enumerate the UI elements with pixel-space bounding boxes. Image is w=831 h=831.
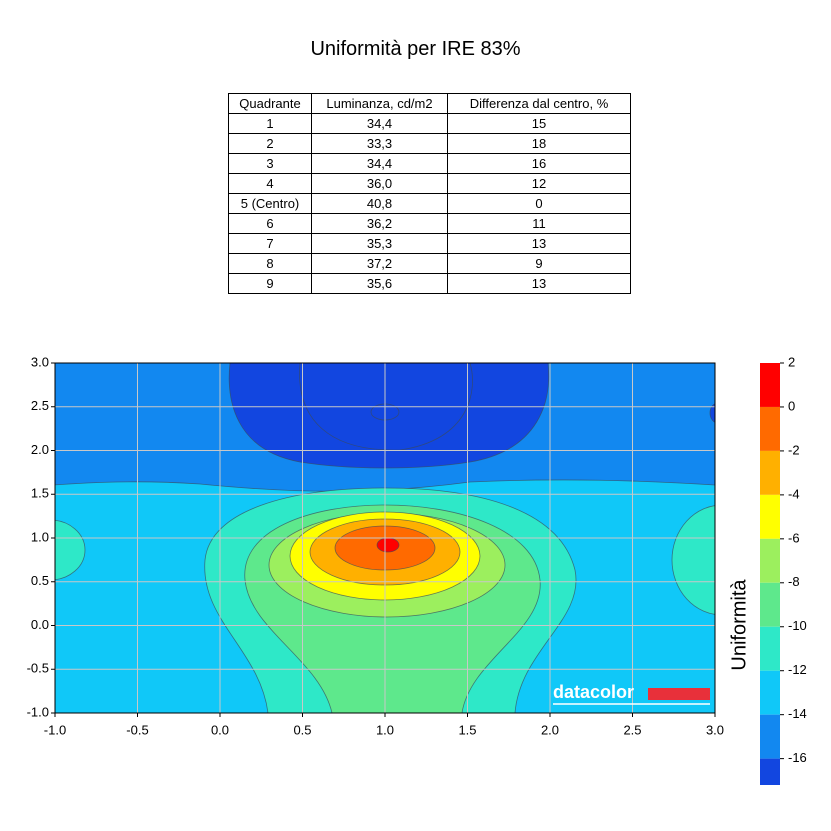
table-row: 6 36,2 11 [228, 213, 631, 234]
x-tick-label: -1.0 [44, 722, 66, 737]
x-tick-label: 2.5 [623, 722, 641, 737]
table-cell: 36,0 [311, 173, 448, 194]
title: Uniformità per IRE 83% [310, 38, 521, 60]
x-tick-label: 1.5 [458, 722, 476, 737]
colorbar-band [760, 758, 780, 785]
x-tick-label: 0.0 [211, 722, 229, 737]
x-tick-label: 1.0 [376, 722, 394, 737]
table-row: 5 (Centro) 40,8 0 [228, 193, 631, 214]
y-tick-label: 1.0 [31, 529, 49, 544]
table-row: 9 35,6 13 [228, 273, 631, 294]
table-cell: 5 (Centro) [228, 193, 312, 214]
colorbar-band [760, 626, 780, 671]
x-tick-label: -0.5 [126, 722, 148, 737]
colorbar-band [760, 363, 780, 407]
contour-region [709, 403, 715, 423]
colorbar-band [760, 406, 780, 451]
x-tick-label: 3.0 [706, 722, 724, 737]
colorbar-band [760, 450, 780, 495]
colorbar-tick-label: -10 [788, 618, 807, 633]
table-cell: 13 [447, 273, 631, 294]
colorbar-tick-label: -12 [788, 662, 807, 677]
colorbar-tick-label: -16 [788, 750, 807, 765]
table-cell: 12 [447, 173, 631, 194]
x-tick-label: 0.5 [293, 722, 311, 737]
table-row: 3 34,4 16 [228, 153, 631, 174]
y-tick-label: -0.5 [27, 661, 49, 676]
y-tick-label: 2.5 [31, 398, 49, 413]
colorbar-band [760, 714, 780, 759]
y-tick-label: -1.0 [27, 704, 49, 719]
logo: datacolor [553, 682, 634, 702]
y-tick-label: 0.5 [31, 573, 49, 588]
contour-region [671, 505, 715, 615]
colorbar-band [760, 582, 780, 627]
colorbar-band [760, 494, 780, 539]
colorbar-band [760, 538, 780, 583]
table-row: 2 33,3 18 [228, 133, 631, 154]
colorbar-tick-label: 0 [788, 398, 795, 413]
x-tick-label: 2.0 [541, 722, 559, 737]
contour-region [55, 519, 86, 581]
logo-bar [648, 688, 710, 700]
table-header-cell: Luminanza, cd/m2 [311, 93, 448, 114]
colorbar-label: Uniformità [728, 579, 750, 671]
colorbar-tick-label: -8 [788, 574, 800, 589]
table-header-cell: Quadrante [228, 93, 312, 114]
y-tick-label: 2.0 [31, 442, 49, 457]
table-header-row: Quadrante Luminanza, cd/m2 Differenza dal … [228, 93, 631, 114]
table-cell: 34,4 [311, 113, 448, 134]
y-tick-label: 0.0 [31, 617, 49, 632]
y-tick-label: 1.5 [31, 486, 49, 501]
table: Quadrante Luminanza, cd/m2 Differenza dal … [228, 93, 631, 294]
table-cell: 16 [447, 153, 631, 174]
contour-region [376, 537, 400, 553]
table-cell: 11 [447, 213, 631, 234]
colorbar-tick-label: 2 [788, 354, 795, 369]
y-tick-label: 3.0 [31, 354, 49, 369]
table-header-cell: Differenza dal centro, % [447, 93, 631, 114]
colorbar-band [760, 670, 780, 715]
colorbar-tick-label: -4 [788, 486, 800, 501]
colorbar-tick-label: -2 [788, 442, 800, 457]
colorbar-tick-label: -14 [788, 706, 807, 721]
colorbar-tick-label: -6 [788, 530, 800, 545]
table-row: 4 36,0 12 [228, 173, 631, 194]
